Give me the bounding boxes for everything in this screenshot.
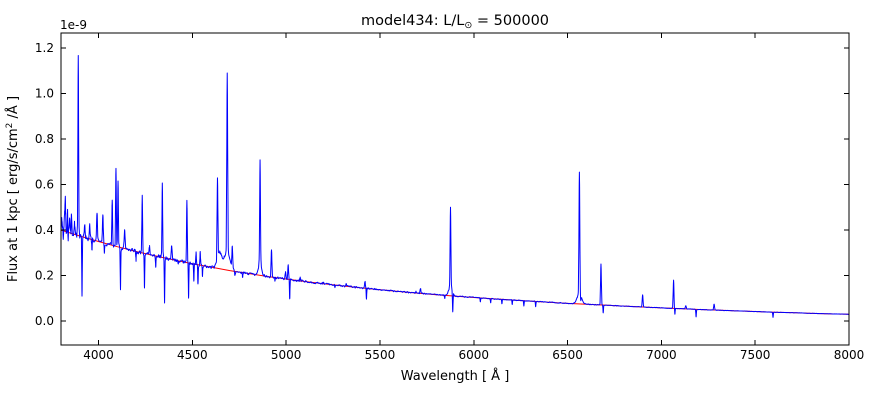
y-axis-label: Flux at 1 kpc [ erg/s/cm2 /Å ] <box>5 96 21 282</box>
plot-title: model434: L/L⊙ = 500000 <box>361 13 549 31</box>
y-label-superscript: 2 <box>5 123 15 129</box>
y-tick-label: 0.4 <box>35 223 54 237</box>
x-tick-label: 6500 <box>552 348 583 362</box>
y-tick-label: 1.2 <box>35 41 54 55</box>
axes-spines <box>60 32 850 346</box>
title-main: model434: L/L <box>361 13 464 29</box>
spectrum-line <box>61 54 849 318</box>
x-tick-label: 5000 <box>271 348 302 362</box>
series-layer <box>61 54 849 318</box>
y-label-unit: /Å ] <box>5 96 21 123</box>
y-tick-label: 0.6 <box>35 178 54 192</box>
x-tick-label: 6000 <box>458 348 489 362</box>
y-label-main: Flux at 1 kpc [ erg/s/cm <box>6 128 21 282</box>
x-tick-label: 7500 <box>740 348 771 362</box>
y-tick-label: 0.0 <box>35 314 54 328</box>
x-axis-label: Wavelength [ Å ] <box>401 368 510 384</box>
x-tick-label: 8000 <box>834 348 865 362</box>
tick-label-layer: 4000 4500 5000 5500 6000 6500 7000 7500 8000 0.0 0… <box>35 41 864 362</box>
x-tick-label: 4000 <box>83 348 114 362</box>
x-tick-label: 5500 <box>365 348 396 362</box>
x-tick-label: 4500 <box>177 348 208 362</box>
y-tick-label: 0.8 <box>35 132 54 146</box>
title-value: = 500000 <box>472 13 549 29</box>
y-tick-label: 1.0 <box>35 87 54 101</box>
axes-background <box>61 33 849 345</box>
y-axis-offset-text: 1e-9 <box>60 18 87 32</box>
title-sun-subscript: ⊙ <box>464 20 472 31</box>
x-tick-label: 7000 <box>646 348 677 362</box>
y-tick-label: 0.2 <box>35 269 54 283</box>
